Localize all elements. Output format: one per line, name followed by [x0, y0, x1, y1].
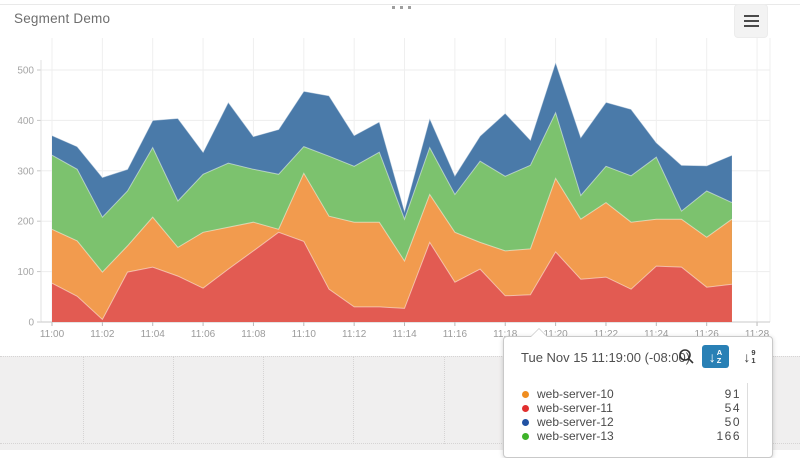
- search-icon[interactable]: [678, 348, 695, 365]
- grid-cell-divider: [353, 357, 354, 444]
- x-tick-label: 11:10: [292, 329, 317, 340]
- x-tick-label: 11:24: [644, 329, 669, 340]
- series-dot: [522, 418, 529, 426]
- series-name: web-server-10: [537, 387, 614, 401]
- legend-row[interactable]: web-server-13 166: [521, 429, 755, 443]
- x-tick-label: 11:20: [543, 329, 568, 340]
- series-dot: [522, 432, 529, 440]
- area-edge-web-server-13: [51, 111, 733, 221]
- grid-divider: [0, 356, 800, 357]
- legend-row[interactable]: web-server-10 91: [521, 387, 755, 401]
- x-tick-label: 11:04: [141, 329, 166, 340]
- area-edge-web-server-12: [51, 60, 733, 213]
- grid-cell-divider: [263, 357, 264, 444]
- y-tick-label: 100: [17, 267, 34, 278]
- panel-title: Segment Demo: [14, 11, 111, 26]
- stacked-area-chart[interactable]: 0 100 200 300 400 500 11:00 11:02 11:04 11:06 11:0…: [0, 0, 800, 356]
- x-tick-label: 11:28: [745, 329, 770, 340]
- y-tick-label: 500: [17, 66, 34, 77]
- hamburger-icon: [743, 15, 759, 17]
- tooltip-header: Tue Nov 15 11:19:00 (-08:00) ↓ A Z ↓ 9: [504, 345, 772, 371]
- series-name: web-server-11: [537, 401, 613, 415]
- y-tick-label: 200: [17, 217, 34, 228]
- tooltip-timestamp: Tue Nov 15 11:19:00 (-08:00): [521, 350, 691, 365]
- page-top-border: [0, 4, 800, 5]
- grid-cell-divider: [173, 357, 174, 444]
- series-name: web-server-13: [537, 429, 614, 443]
- series-value: 54: [724, 401, 741, 415]
- area-edge-web-server-11: [51, 231, 732, 321]
- sort-numeric-icon[interactable]: ↓ 9 1: [743, 348, 756, 365]
- series-value: 166: [716, 429, 741, 443]
- y-tick-label: 300: [17, 166, 34, 177]
- legend-row[interactable]: web-server-12 50: [521, 415, 755, 429]
- x-tick-label: 11:06: [191, 329, 216, 340]
- area-web-server-11[interactable]: [52, 232, 732, 322]
- sort-alpha-icon[interactable]: ↓ A Z: [702, 345, 729, 368]
- tooltip-scrollbar[interactable]: [747, 383, 748, 457]
- y-tick-label: 400: [17, 116, 34, 127]
- series-dot: [522, 404, 529, 412]
- x-tick-label: 11:14: [392, 329, 417, 340]
- series-name: web-server-12: [537, 415, 614, 429]
- x-tick-label: 11:00: [40, 329, 65, 340]
- chart-tooltip: Tue Nov 15 11:19:00 (-08:00) ↓ A Z ↓ 9: [503, 328, 773, 458]
- hamburger-menu-button[interactable]: [734, 4, 768, 38]
- x-tick-label: 11:26: [695, 329, 720, 340]
- x-tick-label: 11:12: [342, 329, 367, 340]
- x-tick-label: 11:02: [90, 329, 115, 340]
- x-tick-label: 11:22: [594, 329, 619, 340]
- grid-divider: [0, 443, 800, 444]
- legend-row[interactable]: web-server-11 54: [521, 401, 755, 415]
- series-value: 91: [724, 387, 741, 401]
- series-value: 50: [724, 415, 741, 429]
- grid-cell-divider: [444, 357, 445, 444]
- series-dot: [522, 390, 529, 398]
- drag-handle-icon[interactable]: [392, 3, 418, 11]
- grid-cell-divider: [83, 357, 84, 444]
- x-tick-label: 11:08: [241, 329, 266, 340]
- x-tick-label: 11:18: [493, 329, 518, 340]
- y-tick-label: 0: [28, 318, 34, 329]
- area-edge-web-server-10: [51, 172, 733, 273]
- x-tick-label: 11:16: [443, 329, 468, 340]
